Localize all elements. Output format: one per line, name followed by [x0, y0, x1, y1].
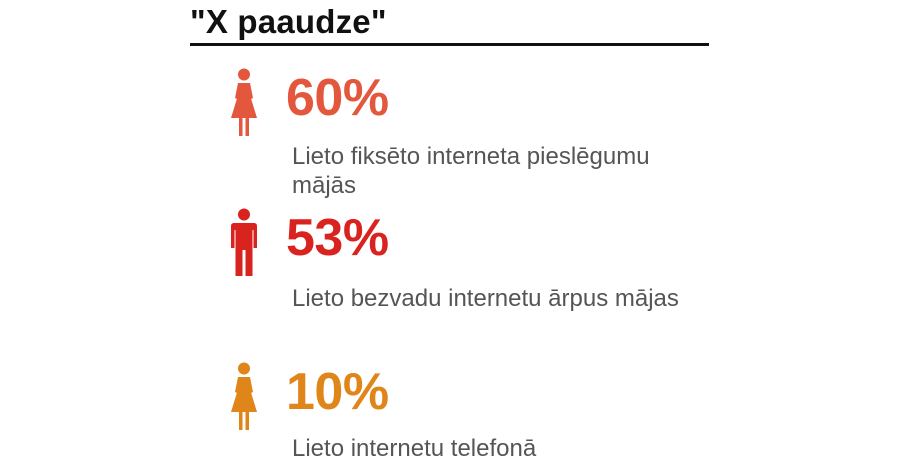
infographic-title: "X paaudze" [190, 3, 387, 40]
female-person-icon [228, 362, 260, 430]
title-divider [190, 43, 709, 46]
stat-description: Lieto internetu telefonā [292, 435, 537, 462]
male-person-icon [228, 208, 260, 276]
stat-percent: 10% [286, 363, 389, 421]
stat-percent: 53% [286, 209, 389, 267]
infographic-panel: "X paaudze" 60% Lieto fiksēto interneta … [190, 0, 710, 472]
stat-description: Lieto bezvadu internetu ārpus mājas [292, 285, 679, 312]
stat-percent: 60% [286, 69, 389, 127]
stat-description: Lieto fiksēto interneta pieslēgumu mājās [292, 143, 650, 199]
female-person-icon [228, 68, 260, 136]
